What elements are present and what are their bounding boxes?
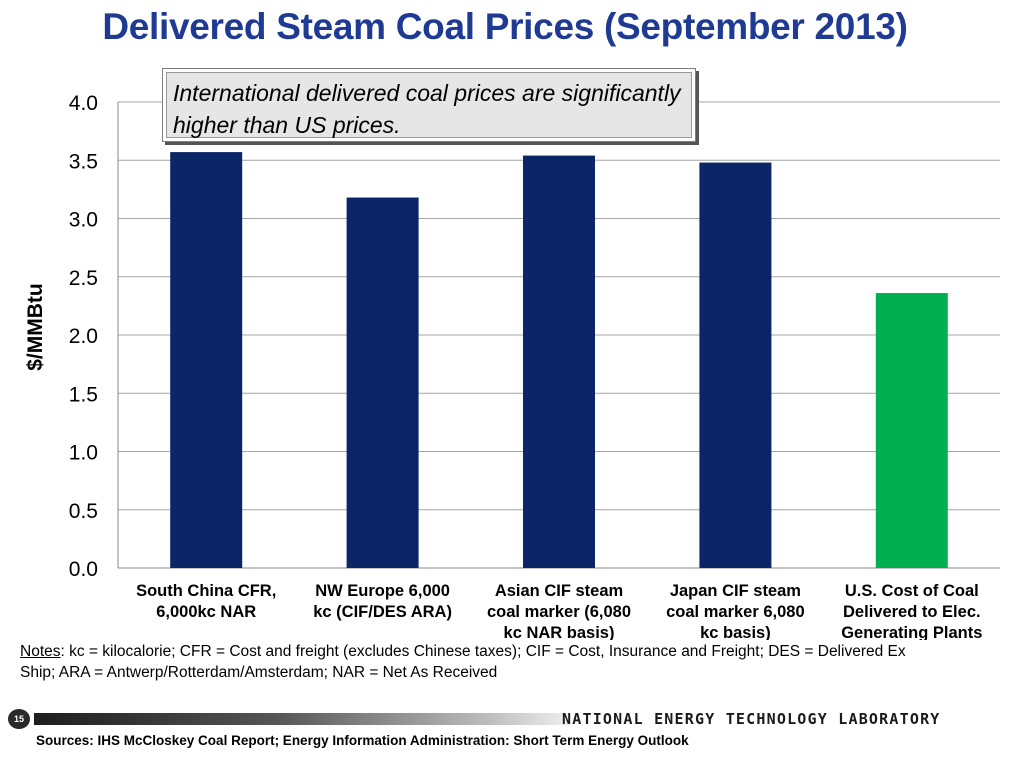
netl-logo-text: NATIONAL ENERGY TECHNOLOGY LABORATORY <box>562 710 941 728</box>
notes-label: Notes <box>20 643 61 660</box>
x-tick-label: Delivered to Elec. <box>843 603 981 621</box>
x-tick-label: U.S. Cost of Coal <box>845 582 979 600</box>
sources-text: Sources: IHS McCloskey Coal Report; Ener… <box>36 733 689 748</box>
x-tick-label: kc NAR basis) <box>504 624 615 640</box>
y-tick-label: 0.5 <box>69 500 98 523</box>
y-tick-label: 2.0 <box>69 325 98 348</box>
y-tick-label: 1.5 <box>69 383 98 406</box>
x-tick-label: NW Europe 6,000 <box>315 582 450 600</box>
bar <box>875 293 948 568</box>
x-tick-label: Japan CIF steam <box>670 582 801 600</box>
page-number: 15 <box>8 709 30 729</box>
x-tick-label: kc (CIF/DES ARA) <box>313 603 452 621</box>
y-tick-label: 1.0 <box>69 442 98 465</box>
bar <box>699 162 772 568</box>
x-tick-label: coal marker (6,080 <box>487 603 631 621</box>
slide-title: Delivered Steam Coal Prices (September 2… <box>102 6 908 47</box>
y-tick-label: 3.5 <box>69 150 98 173</box>
y-axis-label: $/MMBtu <box>24 283 47 371</box>
bar <box>346 197 419 568</box>
y-tick-label: 4.0 <box>69 92 98 115</box>
x-tick-label: 6,000kc NAR <box>156 603 256 621</box>
x-tick-label: coal marker 6,080 <box>666 603 805 621</box>
bar <box>523 155 595 568</box>
footer-gradient-bar <box>34 713 569 725</box>
bar-chart: 0.0 0.5 1.0 1.5 2.0 2.5 3.0 3.5 4.0 $/MMBtu South … <box>24 92 1000 640</box>
y-tick-label: 2.5 <box>69 267 98 290</box>
x-tick-label: Generating Plants <box>841 624 982 640</box>
notes-line-2: Ship; ARA = Antwerp/Rotterdam/Amsterdam;… <box>20 664 498 681</box>
callout-box: International delivered coal prices are … <box>162 68 696 142</box>
notes-line-1: Notes: kc = kilocalorie; CFR = Cost and … <box>20 641 1010 662</box>
x-tick-label: South China CFR, <box>136 582 276 600</box>
notes-text-1: : kc = kilocalorie; CFR = Cost and freig… <box>60 643 906 660</box>
x-tick-label: Asian CIF steam <box>495 582 623 600</box>
y-tick-label: 3.0 <box>69 209 98 232</box>
notes: Notes: kc = kilocalorie; CFR = Cost and … <box>20 641 1010 683</box>
y-tick-label: 0.0 <box>69 558 98 581</box>
x-tick-label: kc basis) <box>700 624 771 640</box>
bar <box>170 152 243 568</box>
